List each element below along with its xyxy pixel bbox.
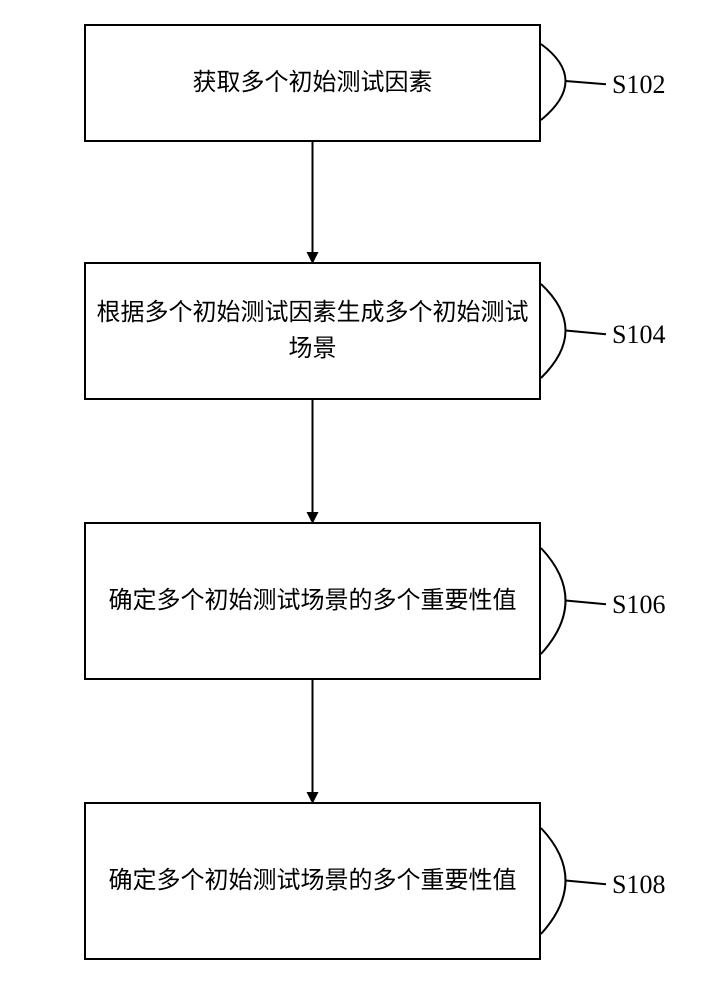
flow-node-n4: 确定多个初始测试场景的多个重要性值 xyxy=(84,802,541,960)
step-label-S104: S104 xyxy=(612,320,665,350)
step-label-S102: S102 xyxy=(612,70,665,100)
label-tick-n3 xyxy=(566,601,607,605)
label-tick-n1 xyxy=(566,81,607,84)
label-connector-n3 xyxy=(541,548,566,654)
flow-node-text: 确定多个初始测试场景的多个重要性值 xyxy=(109,583,517,619)
flow-node-n3: 确定多个初始测试场景的多个重要性值 xyxy=(84,522,541,680)
label-connector-n1 xyxy=(541,44,566,120)
label-connector-n4 xyxy=(541,828,566,934)
flow-node-n1: 获取多个初始测试因素 xyxy=(84,24,541,142)
flow-node-n2: 根据多个初始测试因素生成多个初始测试场景 xyxy=(84,262,541,400)
label-tick-n2 xyxy=(566,331,607,335)
flow-node-text: 获取多个初始测试因素 xyxy=(193,65,433,101)
flow-node-text: 确定多个初始测试场景的多个重要性值 xyxy=(109,863,517,899)
step-label-S108: S108 xyxy=(612,870,665,900)
flow-node-text: 根据多个初始测试因素生成多个初始测试场景 xyxy=(96,295,529,367)
label-connector-n2 xyxy=(541,284,566,378)
step-label-S106: S106 xyxy=(612,590,665,620)
flowchart-canvas: 获取多个初始测试因素根据多个初始测试因素生成多个初始测试场景确定多个初始测试场景… xyxy=(0,0,714,1000)
label-tick-n4 xyxy=(566,881,607,885)
